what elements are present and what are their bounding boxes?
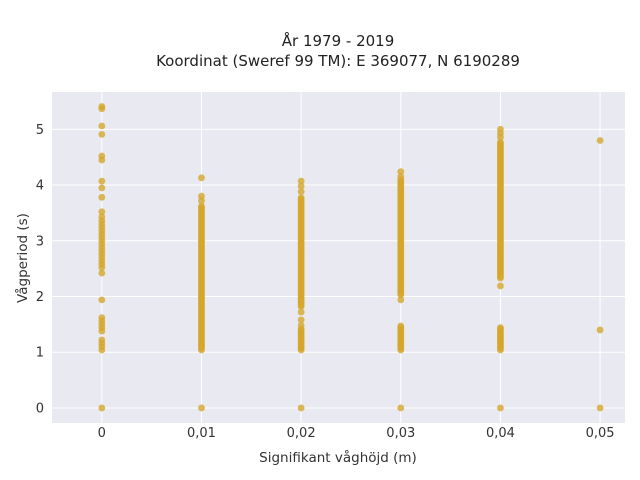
data-point bbox=[98, 177, 106, 185]
x-axis-label: Signifikant våghöjd (m) bbox=[259, 449, 417, 466]
data-point bbox=[497, 133, 504, 141]
data-point bbox=[397, 322, 405, 330]
data-point bbox=[497, 324, 504, 332]
y-tick-label: 2 bbox=[36, 290, 44, 305]
data-point bbox=[98, 193, 106, 201]
y-tick-label: 1 bbox=[36, 346, 44, 361]
x-tick-label: 0,02 bbox=[287, 426, 316, 441]
data-point bbox=[198, 174, 205, 182]
data-point bbox=[596, 326, 604, 334]
data-point bbox=[198, 404, 205, 412]
y-tick-label: 5 bbox=[36, 123, 44, 138]
data-point bbox=[98, 105, 106, 113]
data-point bbox=[98, 327, 106, 335]
data-point bbox=[297, 308, 305, 316]
y-tick-label: 4 bbox=[36, 179, 44, 194]
data-point bbox=[198, 202, 205, 210]
x-tick-label: 0,04 bbox=[486, 426, 515, 441]
data-point bbox=[198, 197, 205, 205]
data-point bbox=[297, 177, 305, 185]
data-point bbox=[98, 156, 106, 164]
data-point bbox=[596, 404, 604, 412]
data-point bbox=[98, 296, 106, 304]
data-point bbox=[297, 316, 305, 324]
data-point bbox=[98, 346, 106, 354]
data-point bbox=[297, 182, 305, 190]
data-point bbox=[497, 282, 504, 290]
data-point bbox=[297, 404, 305, 412]
data-point bbox=[497, 138, 504, 146]
data-point bbox=[397, 173, 405, 181]
data-point bbox=[297, 322, 305, 329]
data-point bbox=[297, 188, 305, 196]
x-tick-label: 0,05 bbox=[586, 426, 615, 441]
data-points bbox=[98, 103, 604, 412]
data-point bbox=[397, 296, 405, 304]
x-tick-labels: 0 0,01 0,02 0,03 0,04 0,05 bbox=[98, 426, 615, 441]
chart-title-line-2: Koordinat (Sweref 99 TM): E 369077, N 61… bbox=[156, 52, 520, 70]
data-point bbox=[397, 168, 405, 176]
y-tick-label: 0 bbox=[36, 401, 44, 416]
data-point bbox=[98, 269, 106, 277]
data-point bbox=[98, 122, 106, 130]
plot-area bbox=[52, 92, 625, 423]
chart-title-line-1: År 1979 - 2019 bbox=[282, 31, 395, 50]
data-point bbox=[596, 137, 604, 144]
data-point bbox=[297, 194, 305, 202]
y-tick-labels: 0 1 2 3 4 5 bbox=[36, 123, 44, 417]
data-point bbox=[98, 404, 106, 412]
data-point bbox=[497, 404, 504, 412]
y-tick-label: 3 bbox=[36, 234, 44, 249]
data-point bbox=[98, 184, 106, 192]
data-point bbox=[98, 264, 106, 271]
x-tick-label: 0,01 bbox=[187, 426, 216, 441]
x-tick-label: 0 bbox=[98, 426, 106, 441]
x-tick-label: 0,03 bbox=[386, 426, 415, 441]
data-point bbox=[98, 208, 106, 216]
data-point bbox=[397, 404, 405, 412]
y-axis-label: Vågperiod (s) bbox=[14, 213, 31, 303]
data-point bbox=[98, 130, 106, 138]
